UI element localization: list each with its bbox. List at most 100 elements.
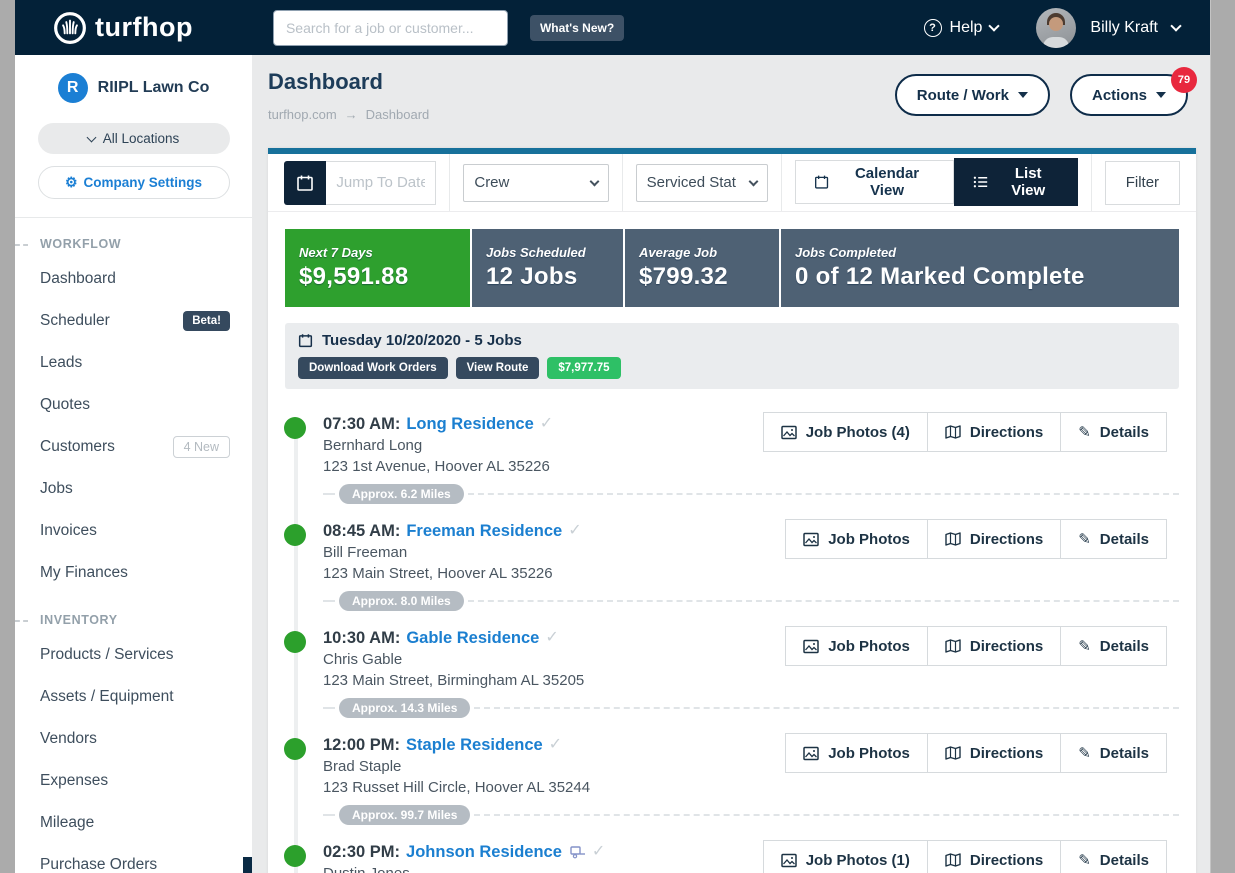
filter-button[interactable]: Filter xyxy=(1104,160,1181,205)
user-avatar[interactable] xyxy=(1036,7,1077,48)
app-window: turfhop What's New? ? Help Billy Kraft R… xyxy=(15,0,1210,873)
page-title: Dashboard xyxy=(268,69,383,94)
date-picker-button[interactable] xyxy=(284,160,327,205)
miles-row: Approx. 14.3 Miles xyxy=(323,698,1179,718)
brand-name: turfhop xyxy=(95,12,193,42)
job-title-link[interactable]: Long Residence xyxy=(406,415,534,433)
calendar-icon xyxy=(297,175,313,191)
trailer-icon xyxy=(570,845,586,859)
calendar-icon xyxy=(298,334,313,348)
list-view-button[interactable]: List View xyxy=(954,157,1078,206)
download-work-orders-button[interactable]: Download Work Orders xyxy=(298,357,448,379)
chevron-down-icon[interactable] xyxy=(1170,19,1182,32)
miles-badge: Approx. 8.0 Miles xyxy=(339,591,464,611)
crew-select[interactable]: Crew xyxy=(463,163,609,202)
stat-label: Average Job xyxy=(639,245,718,260)
caret-down-icon xyxy=(1017,92,1028,98)
top-navbar: turfhop What's New? ? Help Billy Kraft xyxy=(15,0,1210,55)
locations-dropdown[interactable]: All Locations xyxy=(37,123,230,154)
directions-button[interactable]: Directions xyxy=(927,627,1062,665)
sidebar-item-vendors[interactable]: Vendors xyxy=(40,730,97,747)
sidebar-item-badge: 4 New xyxy=(172,436,230,458)
user-name[interactable]: Billy Kraft xyxy=(1090,18,1158,36)
company-logo: R xyxy=(57,73,88,103)
sidebar-item-badge: Beta! xyxy=(183,311,230,331)
route-work-dropdown-button[interactable]: Route / Work xyxy=(894,74,1050,116)
chevron-down-icon xyxy=(86,132,97,142)
sidebar-item-quotes[interactable]: Quotes xyxy=(40,396,90,413)
directions-button[interactable]: Directions xyxy=(927,841,1062,873)
job-status-dot xyxy=(284,417,306,439)
map-icon xyxy=(945,425,961,439)
job-status-dot xyxy=(284,631,306,653)
job-photos-button[interactable]: Job Photos (1) xyxy=(763,841,928,873)
sidebar-item-leads[interactable]: Leads xyxy=(40,354,83,371)
job-title-link[interactable]: Staple Residence xyxy=(406,736,543,754)
sidebar-item-purchase-orders[interactable]: Purchase Orders xyxy=(40,856,158,873)
job-row: 12:00 PM: Staple Residence ✓ Brad Staple… xyxy=(284,718,1179,825)
job-photos-button[interactable]: Job Photos (4) xyxy=(763,413,928,451)
breadcrumb-page: Dashboard xyxy=(365,107,430,122)
company-settings-label: Company Settings xyxy=(83,175,203,190)
stat-value: $9,591.88 xyxy=(299,263,409,290)
help-menu[interactable]: ? Help xyxy=(923,18,1001,37)
stat-cell: Jobs Completed 0 of 12 Marked Complete xyxy=(781,229,1179,307)
calendar-view-button[interactable]: Calendar View xyxy=(795,159,955,204)
directions-button[interactable]: Directions xyxy=(927,520,1062,558)
job-row: 07:30 AM: Long Residence ✓ Bernhard Long… xyxy=(284,397,1179,504)
company-settings-button[interactable]: ⚙ Company Settings xyxy=(37,166,230,199)
jump-to-date-input[interactable] xyxy=(326,160,437,205)
brand-logo[interactable]: turfhop xyxy=(53,11,193,45)
whats-new-button[interactable]: What's New? xyxy=(529,14,625,41)
job-title-link[interactable]: Freeman Residence xyxy=(406,522,563,540)
global-search-input[interactable] xyxy=(272,9,508,46)
directions-button[interactable]: Directions xyxy=(927,734,1062,772)
view-route-button[interactable]: View Route xyxy=(455,357,540,379)
image-icon xyxy=(803,746,819,760)
sidebar-item-invoices[interactable]: Invoices xyxy=(40,522,97,539)
sidebar-item-dashboard[interactable]: Dashboard xyxy=(40,270,116,287)
sidebar-item-assets-equipment[interactable]: Assets / Equipment xyxy=(40,688,174,705)
stat-value: 12 Jobs xyxy=(486,263,578,290)
scrollbar-gutter[interactable] xyxy=(1210,0,1235,873)
sidebar-item-my-finances[interactable]: My Finances xyxy=(40,564,128,581)
sidebar-item-customers[interactable]: Customers 4 New xyxy=(15,426,252,468)
stat-value: 0 of 12 Marked Complete xyxy=(795,263,1085,290)
caret-down-icon xyxy=(1156,92,1166,98)
serviced-status-select[interactable]: Serviced Stat xyxy=(635,163,769,202)
stat-cell: Average Job $799.32 xyxy=(625,229,779,307)
details-button[interactable]: ✎ Details xyxy=(1061,627,1166,665)
stat-label: Jobs Scheduled xyxy=(486,245,586,260)
directions-button[interactable]: Directions xyxy=(927,413,1062,451)
sidebar-item-expenses[interactable]: Expenses xyxy=(40,772,109,789)
image-icon xyxy=(780,425,797,439)
job-customer-name: Bernhard Long xyxy=(323,437,423,454)
miles-row: Approx. 99.7 Miles xyxy=(323,805,1179,825)
job-time: 10:30 AM: xyxy=(323,629,401,647)
sidebar-item-scheduler[interactable]: Scheduler Beta! xyxy=(15,300,252,342)
details-button[interactable]: ✎ Details xyxy=(1061,841,1166,873)
sidebar-item-mileage[interactable]: Mileage xyxy=(40,814,95,831)
image-icon xyxy=(803,639,819,653)
turfhop-grass-icon xyxy=(54,11,86,44)
job-row: 10:30 AM: Gable Residence ✓ Chris Gable … xyxy=(284,611,1179,718)
breadcrumb-arrow-icon: → xyxy=(344,107,358,122)
stat-cell: Jobs Scheduled 12 Jobs xyxy=(472,229,623,307)
actions-dropdown-button[interactable]: Actions 79 xyxy=(1069,67,1197,116)
job-title-link[interactable]: Johnson Residence xyxy=(406,843,562,861)
job-title-link[interactable]: Gable Residence xyxy=(406,629,540,647)
job-status-dot xyxy=(284,738,306,760)
main-content: Dashboard turfhop.com → Dashboard Route … xyxy=(252,55,1210,873)
details-button[interactable]: ✎ Details xyxy=(1061,734,1166,772)
sidebar-scrollbar-thumb[interactable] xyxy=(243,857,252,873)
details-button[interactable]: ✎ Details xyxy=(1061,413,1166,451)
company-switcher[interactable]: R RIIPL Lawn Co xyxy=(57,73,209,103)
job-photos-button[interactable]: Job Photos xyxy=(786,520,928,558)
job-photos-button[interactable]: Job Photos xyxy=(786,627,928,665)
job-photos-button[interactable]: Job Photos xyxy=(786,734,928,772)
sidebar-item-jobs[interactable]: Jobs xyxy=(40,480,73,497)
breadcrumb-site[interactable]: turfhop.com xyxy=(268,107,337,122)
sidebar-item-products-services[interactable]: Products / Services xyxy=(40,646,174,663)
details-button[interactable]: ✎ Details xyxy=(1061,520,1166,558)
image-icon xyxy=(780,853,797,867)
